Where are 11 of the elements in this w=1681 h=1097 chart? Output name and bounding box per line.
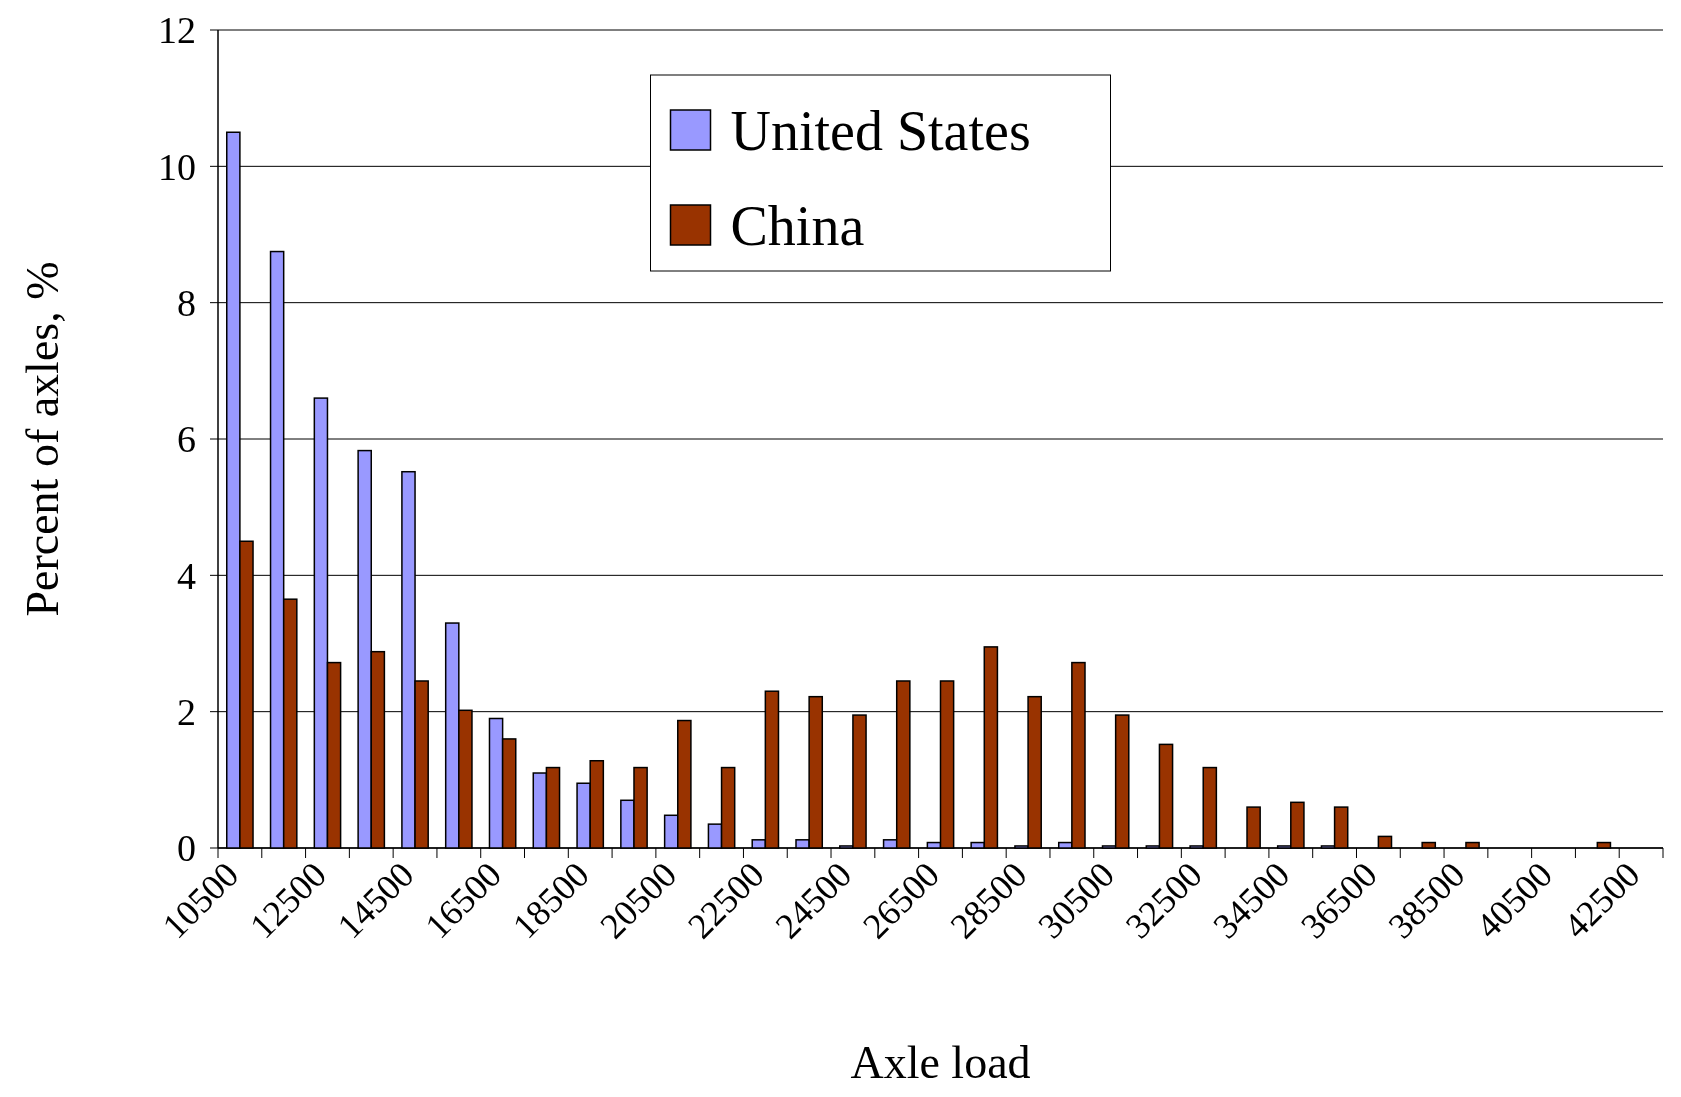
y-tick-label: 6 <box>177 418 196 461</box>
y-tick-label: 2 <box>177 690 196 733</box>
y-tick-label: 4 <box>177 554 196 597</box>
legend-label: China <box>730 194 865 257</box>
y-tick-label: 10 <box>158 145 196 188</box>
x-axis-title: Axle load <box>850 1037 1031 1088</box>
y-axis-title: Percent of axles, % <box>17 261 68 617</box>
y-tick-label: 8 <box>177 281 196 324</box>
y-tick-label: 12 <box>158 9 196 52</box>
y-tick-label: 0 <box>177 827 196 870</box>
legend-label: United States <box>730 99 1031 162</box>
